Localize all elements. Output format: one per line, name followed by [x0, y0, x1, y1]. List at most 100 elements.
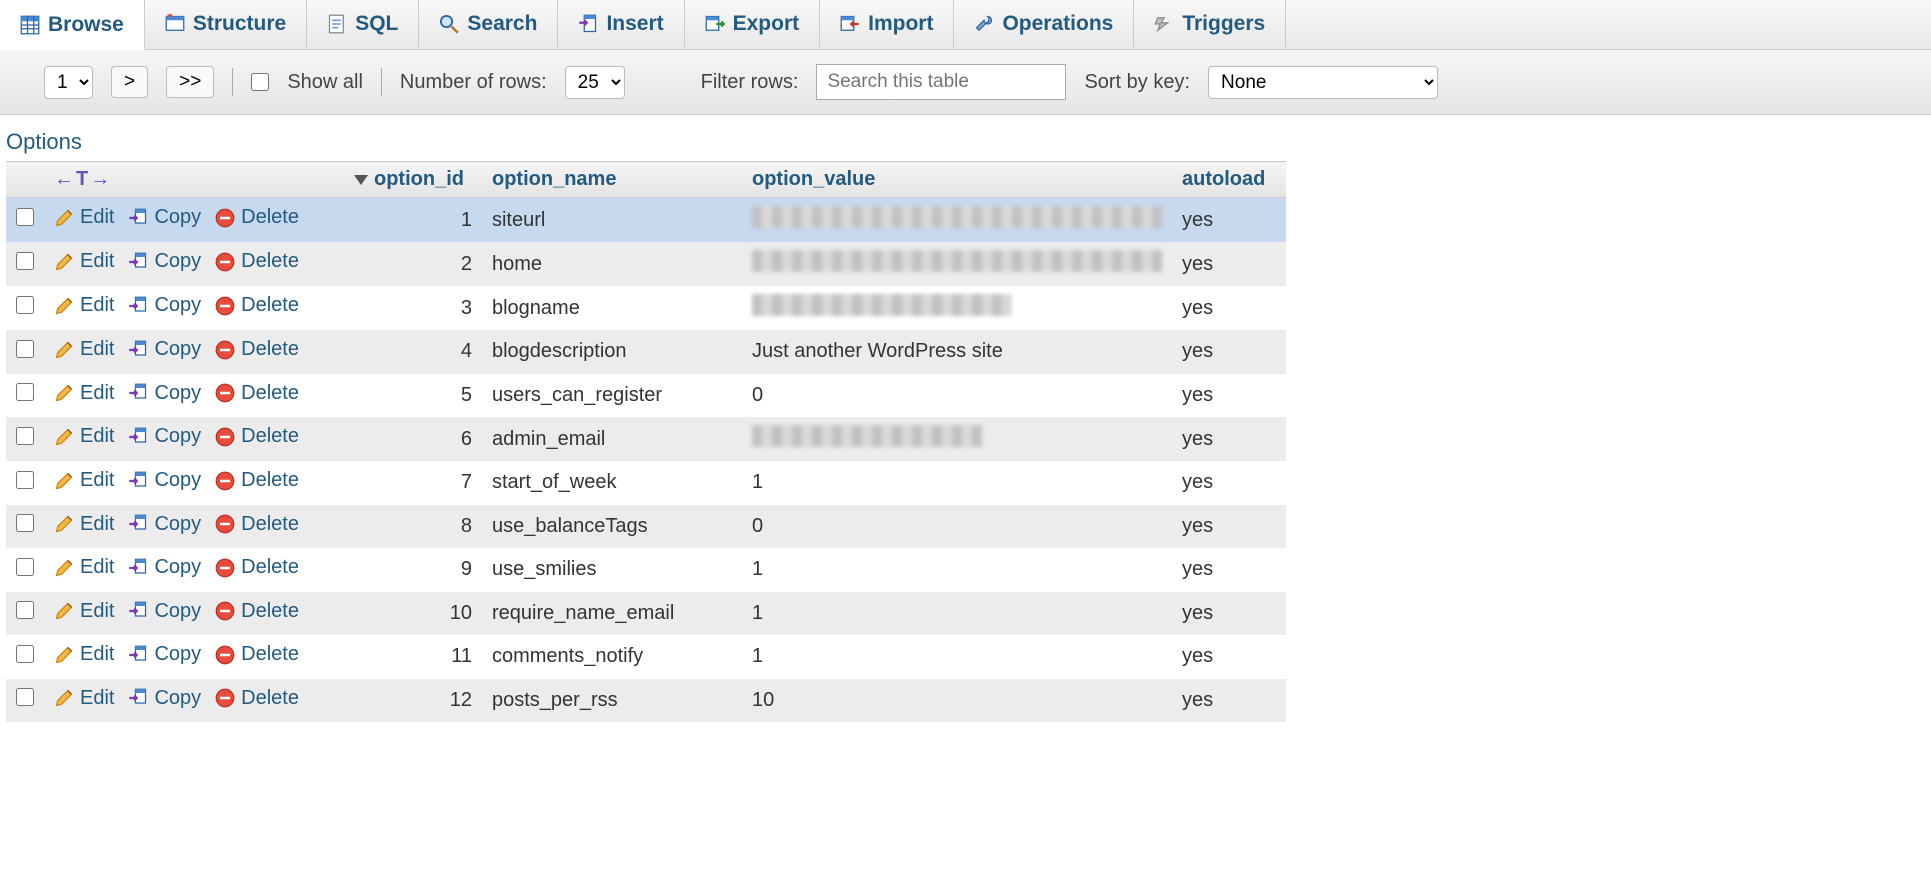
cell-autoload: yes [1172, 374, 1286, 418]
pencil-icon [54, 383, 74, 403]
delete-link[interactable]: Delete [215, 513, 299, 536]
tab-sql[interactable]: SQL [307, 0, 419, 49]
copy-link[interactable]: Copy [128, 206, 201, 229]
row-checkbox[interactable] [16, 383, 34, 401]
pencil-icon [54, 208, 74, 228]
row-checkbox[interactable] [16, 208, 34, 226]
edit-link[interactable]: Edit [54, 513, 114, 536]
copy-link[interactable]: Copy [128, 294, 201, 317]
copy-link[interactable]: Copy [128, 556, 201, 579]
row-checkbox[interactable] [16, 601, 34, 619]
tab-structure[interactable]: Structure [145, 0, 307, 49]
edit-link[interactable]: Edit [54, 600, 114, 623]
table-row: EditCopyDelete10require_name_email1yes [6, 592, 1286, 636]
cell-option-value: 10 [752, 689, 774, 711]
delete-link[interactable]: Delete [215, 425, 299, 448]
filter-rows-input[interactable] [816, 64, 1066, 100]
edit-link[interactable]: Edit [54, 556, 114, 579]
col-autoload[interactable]: autoload [1172, 162, 1286, 198]
delete-link[interactable]: Delete [215, 294, 299, 317]
tab-label: Structure [193, 12, 286, 36]
delete-link[interactable]: Delete [215, 556, 299, 579]
delete-link[interactable]: Delete [215, 206, 299, 229]
row-checkbox[interactable] [16, 471, 34, 489]
tab-triggers[interactable]: Triggers [1134, 0, 1286, 49]
delete-link[interactable]: Delete [215, 382, 299, 405]
copy-link[interactable]: Copy [128, 687, 201, 710]
copy-link[interactable]: Copy [128, 382, 201, 405]
edit-link[interactable]: Edit [54, 206, 114, 229]
col-option-value[interactable]: option_value [742, 162, 1172, 198]
tab-search[interactable]: Search [419, 0, 558, 49]
copy-link[interactable]: Copy [128, 425, 201, 448]
row-checkbox[interactable] [16, 558, 34, 576]
delete-link[interactable]: Delete [215, 469, 299, 492]
col-actions[interactable]: ←T→ [44, 162, 344, 198]
copy-link[interactable]: Copy [128, 513, 201, 536]
cell-option-name: siteurl [482, 198, 742, 243]
edit-link[interactable]: Edit [54, 643, 114, 666]
cell-option-id: 4 [344, 330, 482, 374]
edit-link[interactable]: Edit [54, 687, 114, 710]
edit-link[interactable]: Edit [54, 250, 114, 273]
page-next-button[interactable]: > [111, 66, 148, 98]
tab-label: Import [868, 12, 933, 36]
tab-insert[interactable]: Insert [558, 0, 684, 49]
cell-option-value: 1 [752, 471, 763, 493]
sort-toggle-icon[interactable]: ←T→ [54, 168, 112, 190]
copy-icon [128, 645, 148, 665]
col-option-id[interactable]: option_id [344, 162, 482, 198]
delete-link[interactable]: Delete [215, 643, 299, 666]
sort-by-key-select[interactable]: None [1208, 66, 1438, 99]
cell-autoload: yes [1172, 417, 1286, 461]
edit-link[interactable]: Edit [54, 382, 114, 405]
row-checkbox[interactable] [16, 296, 34, 314]
row-checkbox[interactable] [16, 688, 34, 706]
edit-link[interactable]: Edit [54, 425, 114, 448]
cell-option-id: 2 [344, 242, 482, 286]
page-select[interactable]: 1 [44, 66, 93, 99]
tab-export[interactable]: Export [685, 0, 821, 49]
edit-link[interactable]: Edit [54, 294, 114, 317]
row-checkbox[interactable] [16, 252, 34, 270]
sql-icon [327, 14, 347, 34]
delete-icon [215, 383, 235, 403]
edit-link[interactable]: Edit [54, 469, 114, 492]
cell-option-id: 6 [344, 417, 482, 461]
copy-link[interactable]: Copy [128, 643, 201, 666]
row-checkbox[interactable] [16, 340, 34, 358]
cell-option-value: 0 [752, 515, 763, 537]
page-last-button[interactable]: >> [166, 66, 214, 98]
tab-operations[interactable]: Operations [954, 0, 1134, 49]
copy-link[interactable]: Copy [128, 469, 201, 492]
num-rows-select[interactable]: 25 [565, 66, 625, 99]
delete-icon [215, 296, 235, 316]
copy-link[interactable]: Copy [128, 600, 201, 623]
row-checkbox[interactable] [16, 514, 34, 532]
cell-option-id: 10 [344, 592, 482, 636]
delete-link[interactable]: Delete [215, 338, 299, 361]
delete-link[interactable]: Delete [215, 600, 299, 623]
copy-link[interactable]: Copy [128, 338, 201, 361]
delete-link[interactable]: Delete [215, 250, 299, 273]
delete-link[interactable]: Delete [215, 687, 299, 710]
data-table: ←T→ option_id option_name option_value a… [6, 161, 1286, 722]
cell-autoload: yes [1172, 505, 1286, 549]
row-checkbox[interactable] [16, 645, 34, 663]
cell-option-id: 8 [344, 505, 482, 549]
row-checkbox[interactable] [16, 427, 34, 445]
pencil-icon [54, 340, 74, 360]
table-row: EditCopyDelete6admin_emailyes [6, 417, 1286, 461]
copy-link[interactable]: Copy [128, 250, 201, 273]
edit-link[interactable]: Edit [54, 338, 114, 361]
pencil-icon [54, 296, 74, 316]
tab-bar: Browse Structure SQLSearchInsertExport Impo… [0, 0, 1931, 50]
show-all-checkbox[interactable] [251, 73, 269, 91]
tab-import[interactable]: Import [820, 0, 954, 49]
col-option-name[interactable]: option_name [482, 162, 742, 198]
copy-icon [128, 471, 148, 491]
options-link[interactable]: Options [6, 129, 1280, 161]
tab-browse[interactable]: Browse [0, 0, 145, 50]
col-checkbox [6, 162, 44, 198]
copy-icon [128, 688, 148, 708]
